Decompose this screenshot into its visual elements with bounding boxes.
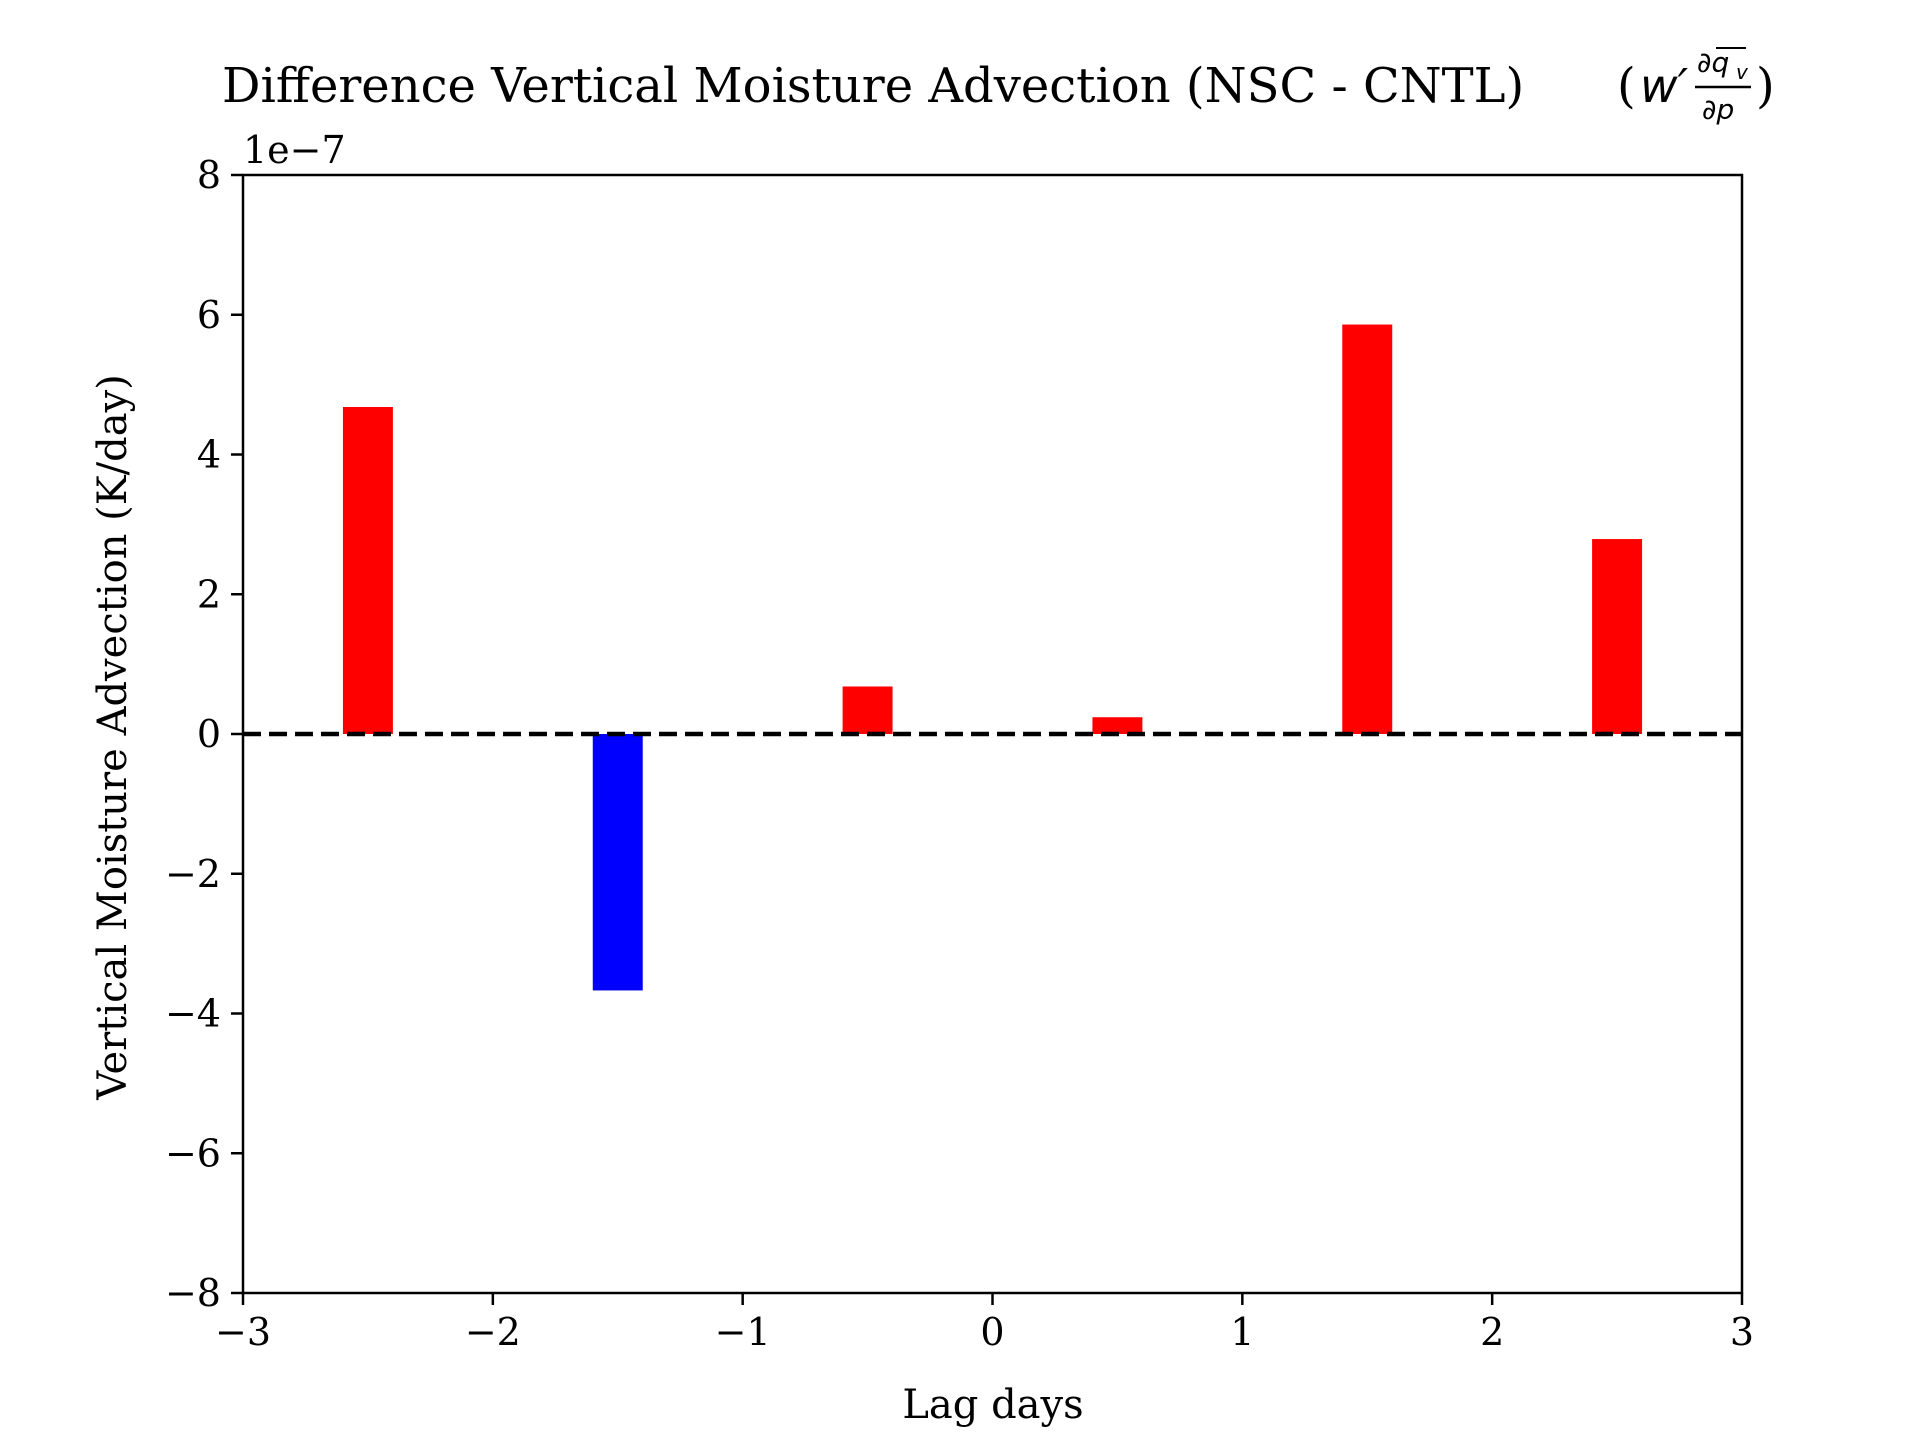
y-tick-label: 2 — [197, 572, 221, 616]
title-formula-denominator: ∂p — [1702, 93, 1734, 126]
bars-group — [342, 324, 1643, 991]
x-tick-label: 2 — [1480, 1310, 1504, 1354]
y-tick-label: −4 — [165, 992, 221, 1036]
x-tick-label: −2 — [465, 1310, 521, 1354]
y-axis-ticks: −8 −6 −4 −2 0 2 4 6 8 — [165, 153, 243, 1315]
title-formula-open-paren: ( — [1617, 58, 1636, 114]
chart-title: Difference Vertical Moisture Advection (… — [222, 58, 1524, 114]
bar — [592, 734, 643, 991]
x-tick-label: 3 — [1730, 1310, 1754, 1354]
bar — [842, 686, 893, 734]
y-tick-label: −2 — [165, 852, 221, 896]
x-tick-label: −3 — [215, 1310, 271, 1354]
bar — [1592, 539, 1643, 734]
y-tick-label: 8 — [197, 153, 221, 197]
bar — [1342, 324, 1393, 734]
y-tick-label: −8 — [165, 1271, 221, 1315]
x-tick-label: 0 — [980, 1310, 1004, 1354]
y-tick-label: 0 — [197, 712, 221, 756]
y-offset-label: 1e−7 — [243, 128, 346, 172]
y-axis-label: Vertical Moisture Advection (K/day) — [90, 374, 136, 1101]
x-tick-label: 1 — [1230, 1310, 1254, 1354]
bar — [342, 406, 393, 734]
x-axis-label: Lag days — [902, 1382, 1083, 1428]
y-tick-label: 6 — [197, 293, 221, 337]
y-tick-label: −6 — [165, 1131, 221, 1175]
x-tick-label: −1 — [715, 1310, 771, 1354]
title-formula-close-paren: ) — [1756, 58, 1775, 114]
x-axis-ticks: −3 −2 −1 0 1 2 3 — [215, 1293, 1754, 1354]
y-tick-label: 4 — [197, 433, 221, 477]
bar — [1092, 717, 1143, 734]
title-formula: ( w′ ∂q v ∂p ) — [1617, 46, 1775, 126]
title-formula-prefix: w′ — [1640, 59, 1689, 113]
title-formula-numerator-sub: v — [1736, 60, 1749, 84]
title-formula-numerator: ∂q — [1697, 46, 1729, 79]
